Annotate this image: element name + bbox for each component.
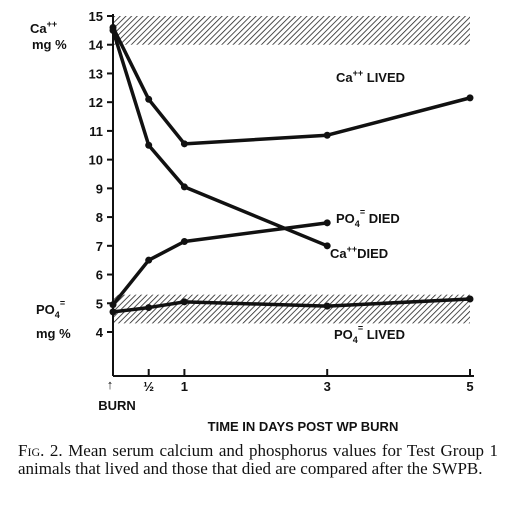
y-tick-label: 12 — [89, 95, 103, 110]
x-tick-label: 3 — [324, 379, 331, 394]
data-point — [145, 142, 152, 149]
data-point — [467, 94, 474, 101]
y-tick-label: 7 — [96, 239, 103, 254]
phosphorus-axis-label: PO4= — [36, 298, 65, 320]
series-label: Ca++DIED — [330, 244, 388, 261]
burn-arrow: ↑ — [107, 377, 114, 392]
data-point — [110, 308, 117, 315]
series-label: PO4= LIVED — [334, 323, 405, 345]
data-point — [181, 140, 188, 147]
x-tick-label: ½ — [143, 379, 154, 394]
calcium-normal-band — [113, 16, 470, 45]
y-tick-label: 5 — [96, 296, 103, 311]
data-point — [145, 96, 152, 103]
data-point — [110, 301, 117, 308]
series-line — [113, 223, 327, 305]
caption-lead: Fig. 2. — [18, 441, 63, 460]
calcium-axis-label: Ca++ — [30, 19, 57, 36]
data-point — [110, 27, 117, 34]
y-tick-label: 14 — [89, 38, 104, 53]
x-axis-title: TIME IN DAYS POST WP BURN — [208, 419, 399, 434]
data-point — [467, 295, 474, 302]
phosphorus-normal-band — [113, 295, 470, 324]
y-tick-label: 10 — [89, 153, 103, 168]
data-point — [324, 132, 331, 139]
y-tick-label: 13 — [89, 66, 103, 81]
data-point — [145, 257, 152, 264]
data-point — [324, 303, 331, 310]
phosphorus-axis-unit: mg % — [36, 326, 71, 341]
y-tick-label: 15 — [89, 9, 103, 24]
series-label: Ca++ LIVED — [336, 68, 405, 85]
x-tick-label: 5 — [466, 379, 473, 394]
caption-text: Mean serum calcium and phosphorus values… — [18, 441, 498, 478]
y-tick-label: 8 — [96, 210, 103, 225]
calcium-axis-unit: mg % — [32, 37, 67, 52]
data-point — [324, 219, 331, 226]
series-line — [113, 27, 470, 143]
y-tick-label: 9 — [96, 181, 103, 196]
y-tick-label: 11 — [89, 124, 103, 139]
data-point — [145, 304, 152, 311]
data-point — [181, 298, 188, 305]
data-point — [181, 238, 188, 245]
y-tick-label: 4 — [96, 325, 104, 340]
y-tick-label: 6 — [96, 268, 103, 283]
series-label: PO4= DIED — [336, 207, 400, 229]
burn-label: BURN — [98, 398, 136, 413]
data-point — [181, 183, 188, 190]
figure-caption: Fig. 2. Mean serum calcium and phosphoru… — [18, 442, 498, 478]
x-tick-label: 1 — [181, 379, 188, 394]
